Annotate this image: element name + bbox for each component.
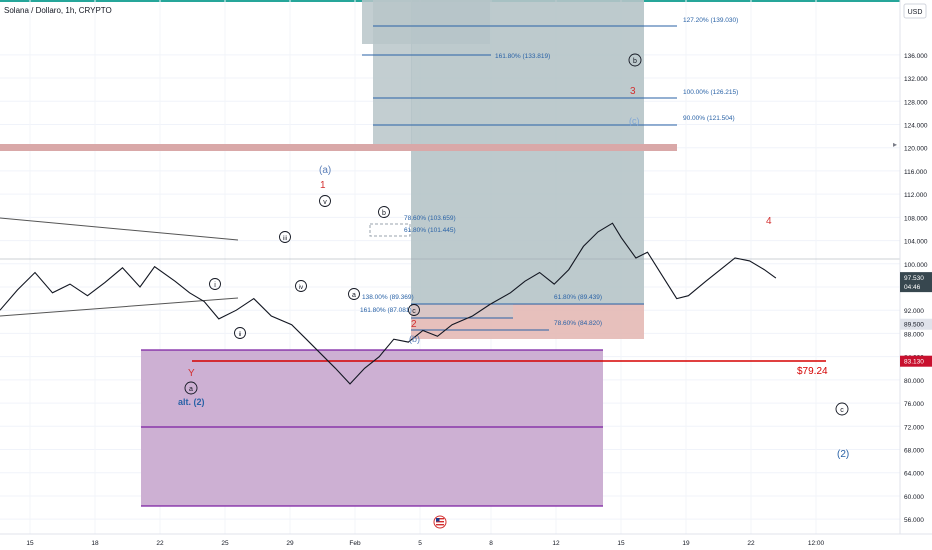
time-tick-label: 5 (418, 540, 422, 547)
time-tick-label: 22 (156, 540, 164, 547)
price-badge (900, 272, 932, 293)
price-tick-label: 128.000 (904, 99, 928, 106)
wave-label: Y (188, 368, 195, 379)
scroll-arrow-icon[interactable]: ▸ (893, 140, 897, 149)
stop-zone-inner (411, 304, 513, 318)
wave-label: c (840, 407, 844, 414)
time-tick-label: 12:00 (808, 540, 825, 547)
wave-labels: (a) 1 v b iii iv i ii a c 2 (b) Y a alt.… (178, 53, 849, 460)
price-tick-label: 64.000 (904, 471, 924, 478)
price-tick-label: 76.000 (904, 401, 924, 408)
price-tick-label: 104.000 (904, 239, 928, 246)
fib-label: 61.80% (101.445) (404, 227, 456, 234)
time-tick-label: 15 (617, 540, 625, 547)
currency-button[interactable] (903, 3, 927, 19)
fib-lines (362, 25, 677, 331)
time-axis-ticks: 15 18 22 25 29 Feb 5 8 12 15 19 22 12:00 (26, 540, 824, 547)
time-tick-label: 15 (26, 540, 34, 547)
wave-label: (c) (629, 116, 640, 126)
price-tick-label: 124.000 (904, 122, 928, 129)
time-axis[interactable] (0, 534, 932, 550)
wave-label: i (214, 282, 216, 289)
price-badge (900, 355, 932, 367)
fib-label: 161.80% (133.819) (495, 53, 550, 60)
price-tick-label: 60.000 (904, 494, 924, 501)
resistance-band (0, 144, 677, 151)
time-tick-label: 18 (91, 540, 99, 547)
wave-label: a (189, 386, 193, 393)
wave-label: (b) (409, 334, 420, 344)
price-tick-label: 100.000 (904, 262, 928, 269)
wave-label: 4 (766, 216, 772, 227)
wave-label: 3 (630, 86, 636, 97)
price-badge-value: 83.130 (904, 359, 924, 366)
price-tick-label: 132.000 (904, 76, 928, 83)
wave-label: 1 (320, 180, 326, 191)
wave-label: v (323, 199, 327, 206)
fib-label: 61.80% (89.439) (554, 294, 602, 301)
chart-title: Solana / Dollaro, 1h, CRYPTO (4, 6, 112, 15)
time-tick-label: Feb (349, 540, 361, 547)
price-axis-labels: 97.530 04:46 89.500 83.130 (900, 272, 932, 367)
price-tick-label: 112.000 (904, 192, 927, 199)
time-tick-label: 29 (286, 540, 294, 547)
price-tick-label: 88.000 (904, 331, 924, 338)
wave-label: 2 (411, 319, 417, 330)
target-price-label: $79.24 (797, 366, 828, 377)
fib-label: 90.00% (121.504) (683, 115, 735, 122)
fib-label: 100.00% (126.215) (683, 89, 738, 96)
wave-label: iv (299, 285, 303, 291)
target-zone (373, 0, 412, 148)
wave-label: c (412, 308, 416, 315)
fib-label: 78.60% (103.659) (404, 215, 456, 222)
price-tick-label: 56.000 (904, 517, 924, 524)
wave-label: iii (283, 236, 287, 242)
us-flag-event-icon[interactable] (433, 515, 447, 529)
wave-label: ii (239, 332, 242, 338)
price-badge-value: 97.530 (904, 275, 924, 282)
price-tick-label: 116.000 (904, 169, 927, 176)
time-tick-label: 22 (747, 540, 755, 547)
fib-label: 78.60% (84.820) (554, 320, 602, 327)
fib-labels: 127.20% (139.030) 161.80% (133.819) 100.… (360, 17, 738, 327)
fib-label: 161.80% (87.081) (360, 307, 412, 314)
price-badge-countdown: 04:46 (904, 284, 921, 291)
wave-label: a (352, 292, 356, 299)
trendline-upper (0, 217, 239, 241)
wave-label: b (633, 58, 637, 65)
wave-label: (a) (319, 165, 331, 176)
time-tick-label: 19 (682, 540, 690, 547)
price-badge (900, 318, 932, 330)
price-tick-label: 120.000 (904, 146, 928, 153)
fib-dashed-box (369, 223, 411, 237)
fib-label: 127.20% (139.030) (683, 17, 738, 24)
price-tick-label: 136.000 (904, 53, 928, 60)
price-series-line (0, 222, 777, 385)
trendline-lower (0, 297, 239, 317)
price-tick-label: 108.000 (904, 215, 928, 222)
price-badge-value: 89.500 (904, 322, 924, 329)
price-tick-label: 92.000 (904, 308, 924, 315)
fib-label: 138.00% (89.369) (362, 294, 414, 301)
wave-label: (2) (837, 449, 849, 460)
time-tick-label: 8 (489, 540, 493, 547)
price-tick-label: 72.000 (904, 424, 924, 431)
price-tick-label: 68.000 (904, 448, 924, 455)
price-tick-label: 80.000 (904, 378, 924, 385)
wave-label: b (382, 210, 386, 217)
time-tick-label: 12 (552, 540, 560, 547)
price-axis[interactable] (900, 0, 932, 534)
currency-label: USD (908, 9, 923, 16)
time-tick-label: 25 (221, 540, 229, 547)
profit-zone (411, 0, 644, 305)
support-zone (141, 350, 603, 506)
wave-label: alt. (2) (178, 397, 205, 407)
